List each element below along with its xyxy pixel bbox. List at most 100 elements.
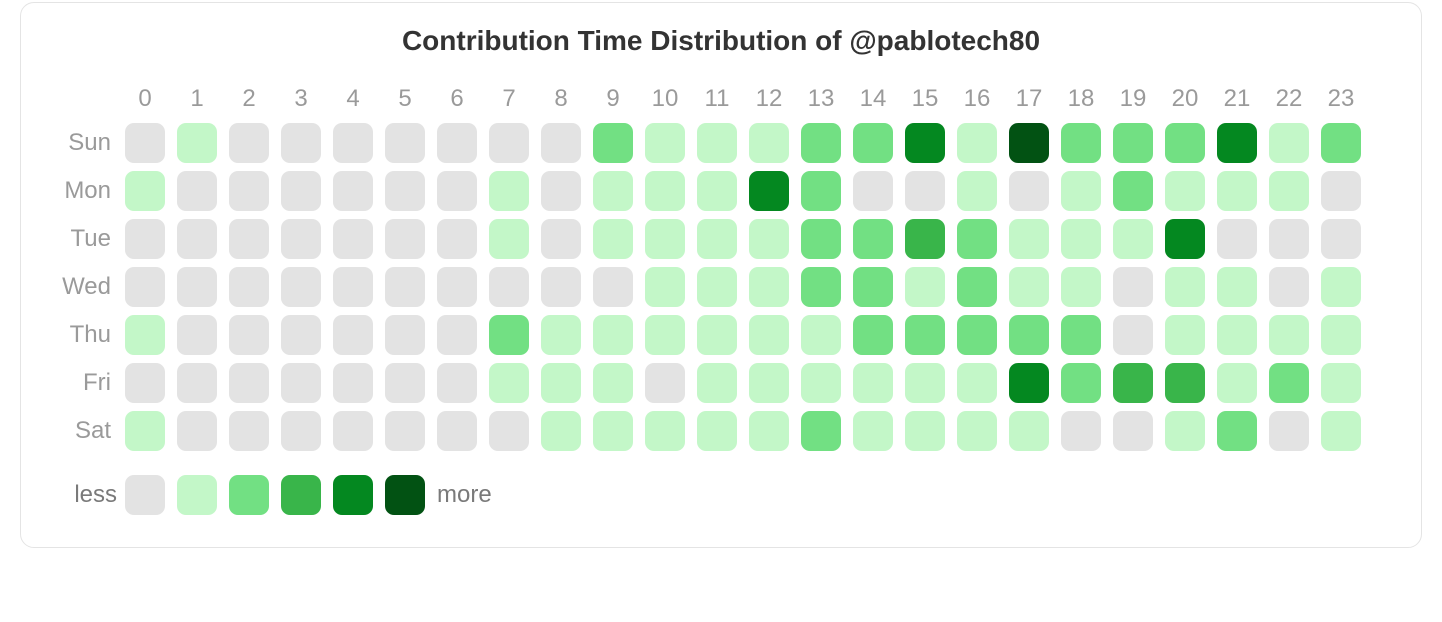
cell-sun-10 [645, 123, 685, 163]
cell-thu-12 [749, 315, 789, 355]
cell-tue-20 [1165, 219, 1205, 259]
cell-sat-12 [749, 411, 789, 451]
cell-sat-1 [177, 411, 217, 451]
hour-label-3: 3 [275, 85, 327, 113]
cell-sat-3 [281, 411, 321, 451]
cell-sat-22 [1269, 411, 1309, 451]
hour-label-12: 12 [743, 85, 795, 113]
hour-label-20: 20 [1159, 85, 1211, 113]
cell-tue-22 [1269, 219, 1309, 259]
cell-sun-13 [801, 123, 841, 163]
cell-sun-1 [177, 123, 217, 163]
cell-sat-5 [385, 411, 425, 451]
cell-sat-13 [801, 411, 841, 451]
cell-sat-4 [333, 411, 373, 451]
legend-swatch-2 [229, 475, 269, 515]
day-row-sat: Sat [119, 407, 1403, 455]
cell-fri-19 [1113, 363, 1153, 403]
cell-thu-11 [697, 315, 737, 355]
cell-sun-16 [957, 123, 997, 163]
hour-label-22: 22 [1263, 85, 1315, 113]
hour-label-4: 4 [327, 85, 379, 113]
cell-sun-14 [853, 123, 893, 163]
cell-fri-6 [437, 363, 477, 403]
hour-label-5: 5 [379, 85, 431, 113]
cell-sun-21 [1217, 123, 1257, 163]
hour-label-19: 19 [1107, 85, 1159, 113]
cell-wed-4 [333, 267, 373, 307]
day-row-fri: Fri [119, 359, 1403, 407]
cell-sun-5 [385, 123, 425, 163]
cell-thu-0 [125, 315, 165, 355]
cell-sat-10 [645, 411, 685, 451]
cell-fri-13 [801, 363, 841, 403]
cell-wed-16 [957, 267, 997, 307]
hour-label-14: 14 [847, 85, 899, 113]
contribution-card: Contribution Time Distribution of @pablo… [20, 2, 1422, 548]
cell-fri-0 [125, 363, 165, 403]
day-label-mon: Mon [39, 177, 111, 205]
cell-tue-19 [1113, 219, 1153, 259]
cell-mon-1 [177, 171, 217, 211]
legend-swatch-5 [385, 475, 425, 515]
hour-label-9: 9 [587, 85, 639, 113]
cell-mon-12 [749, 171, 789, 211]
cell-thu-5 [385, 315, 425, 355]
hour-label-2: 2 [223, 85, 275, 113]
cell-mon-4 [333, 171, 373, 211]
cell-tue-6 [437, 219, 477, 259]
cell-sat-15 [905, 411, 945, 451]
cell-thu-8 [541, 315, 581, 355]
cell-sat-8 [541, 411, 581, 451]
cell-sun-2 [229, 123, 269, 163]
legend-less-label: less [45, 481, 117, 509]
cell-sat-18 [1061, 411, 1101, 451]
cell-sat-17 [1009, 411, 1049, 451]
cell-sun-23 [1321, 123, 1361, 163]
cell-tue-2 [229, 219, 269, 259]
cell-sat-7 [489, 411, 529, 451]
cell-wed-21 [1217, 267, 1257, 307]
cell-wed-12 [749, 267, 789, 307]
day-label-tue: Tue [39, 225, 111, 253]
cell-fri-10 [645, 363, 685, 403]
cell-sun-12 [749, 123, 789, 163]
cell-thu-14 [853, 315, 893, 355]
cell-mon-18 [1061, 171, 1101, 211]
hour-label-0: 0 [119, 85, 171, 113]
cell-tue-1 [177, 219, 217, 259]
cell-sat-11 [697, 411, 737, 451]
cell-mon-22 [1269, 171, 1309, 211]
hour-label-8: 8 [535, 85, 587, 113]
hour-label-18: 18 [1055, 85, 1107, 113]
cell-sat-2 [229, 411, 269, 451]
legend-swatch-3 [281, 475, 321, 515]
cell-wed-8 [541, 267, 581, 307]
cell-tue-8 [541, 219, 581, 259]
cell-fri-1 [177, 363, 217, 403]
cell-fri-4 [333, 363, 373, 403]
cell-fri-2 [229, 363, 269, 403]
cell-wed-0 [125, 267, 165, 307]
cell-sat-20 [1165, 411, 1205, 451]
cell-sun-7 [489, 123, 529, 163]
cell-thu-18 [1061, 315, 1101, 355]
cell-fri-23 [1321, 363, 1361, 403]
cell-fri-5 [385, 363, 425, 403]
cell-mon-10 [645, 171, 685, 211]
cell-wed-1 [177, 267, 217, 307]
cell-wed-7 [489, 267, 529, 307]
cell-mon-9 [593, 171, 633, 211]
cell-thu-15 [905, 315, 945, 355]
cell-sun-4 [333, 123, 373, 163]
day-label-fri: Fri [39, 369, 111, 397]
cell-sun-0 [125, 123, 165, 163]
cell-sun-11 [697, 123, 737, 163]
day-row-mon: Mon [119, 167, 1403, 215]
cell-fri-22 [1269, 363, 1309, 403]
cell-wed-11 [697, 267, 737, 307]
cell-fri-20 [1165, 363, 1205, 403]
cell-wed-17 [1009, 267, 1049, 307]
cell-tue-13 [801, 219, 841, 259]
cell-wed-20 [1165, 267, 1205, 307]
